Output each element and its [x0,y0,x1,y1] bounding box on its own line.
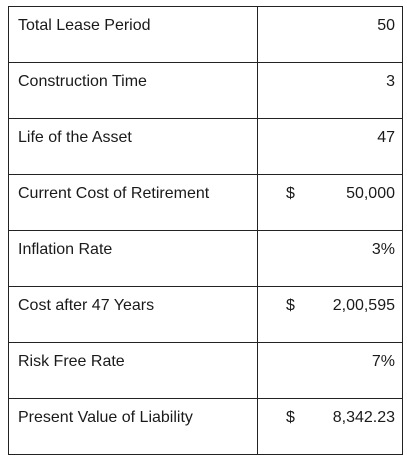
row-value-cell: 3% [257,230,403,287]
row-value: 3 [386,73,395,90]
table-row: Cost after 47 Years $ 2,00,595 [8,286,403,343]
row-label-cell: Present Value of Liability [8,398,258,455]
row-label-cell: Inflation Rate [8,230,258,287]
row-value: 47 [377,129,395,146]
row-value: 3% [371,241,395,258]
table-row: Construction Time 3 [8,62,403,119]
row-label-cell: Life of the Asset [8,118,258,175]
row-value-cell: $ 2,00,595 [257,286,403,343]
currency-symbol: $ [286,297,295,314]
row-label: Current Cost of Retirement [18,185,210,202]
table-row: Total Lease Period 50 [8,6,403,63]
row-value: 7% [371,353,395,370]
table-row: Current Cost of Retirement $ 50,000 [8,174,403,231]
row-label-cell: Construction Time [8,62,258,119]
row-label: Cost after 47 Years [18,297,155,314]
row-label: Construction Time [18,73,147,90]
row-value-cell: 50 [257,6,403,63]
table-row: Life of the Asset 47 [8,118,403,175]
row-value-cell: $ 8,342.23 [257,398,403,455]
row-label: Present Value of Liability [18,409,193,426]
row-value: 8,342.23 [332,409,395,426]
table-row: Risk Free Rate 7% [8,342,403,399]
row-label-cell: Risk Free Rate [8,342,258,399]
table-row: Inflation Rate 3% [8,230,403,287]
row-label-cell: Current Cost of Retirement [8,174,258,231]
row-label: Risk Free Rate [18,353,125,370]
currency-symbol: $ [286,409,295,426]
row-label-cell: Total Lease Period [8,6,258,63]
row-value: 2,00,595 [332,297,395,314]
row-value: 50,000 [346,185,395,202]
row-value-cell: 47 [257,118,403,175]
row-value-cell: $ 50,000 [257,174,403,231]
row-label: Total Lease Period [18,17,151,34]
row-label: Inflation Rate [18,241,113,258]
table-row: Present Value of Liability $ 8,342.23 [8,398,403,455]
row-value: 50 [377,17,395,34]
row-value-cell: 3 [257,62,403,119]
currency-symbol: $ [286,185,295,202]
lease-data-table: Total Lease Period 50 Construction Time … [8,6,403,455]
row-label-cell: Cost after 47 Years [8,286,258,343]
row-value-cell: 7% [257,342,403,399]
row-label: Life of the Asset [18,129,132,146]
